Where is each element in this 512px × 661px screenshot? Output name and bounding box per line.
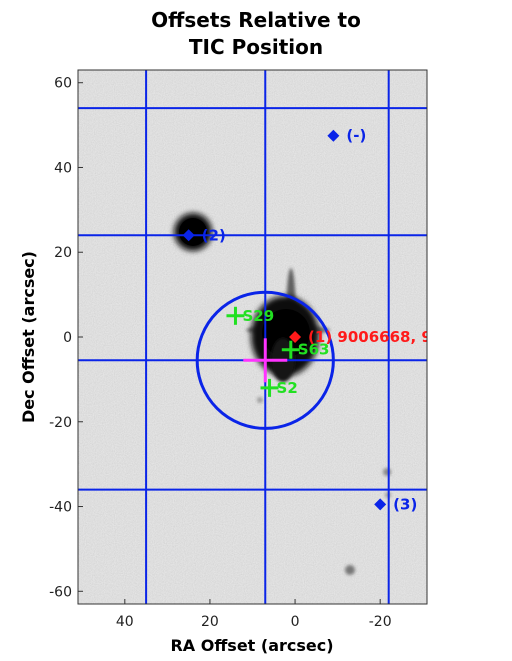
companion-star bbox=[174, 213, 212, 251]
catalog-source-label-1: (2) bbox=[202, 226, 226, 244]
catalog-source-label-3: (1) 9006668, 9.927 bbox=[308, 328, 469, 346]
catalog-source-marker-2 bbox=[374, 498, 387, 511]
y-axis-label: Dec Offset (arcsec) bbox=[19, 251, 38, 423]
y-tick-label-4: -20 bbox=[49, 415, 72, 431]
centroid-label-1: S63 bbox=[298, 341, 330, 359]
x-tick-label-2: 0 bbox=[291, 614, 300, 630]
y-tick-label-2: 20 bbox=[54, 245, 72, 261]
y-tick-label-5: -40 bbox=[49, 500, 72, 516]
y-tick-label-1: 40 bbox=[54, 160, 72, 176]
x-axis-label: RA Offset (arcsec) bbox=[170, 636, 333, 655]
catalog-source-marker-1 bbox=[182, 229, 195, 242]
plot-area: S29 S63 S2 (-) (2) (3) (1) 9006668, 9.927 bbox=[78, 70, 469, 604]
overlay-layer: S29 S63 S2 (-) (2) (3) (1) 9006668, 9.927 bbox=[78, 70, 469, 604]
y-tick-label-3: 0 bbox=[63, 330, 72, 346]
y-tick-label-6: -60 bbox=[49, 584, 72, 600]
catalog-source-label-0: (-) bbox=[346, 127, 366, 145]
centroid-label-2: S2 bbox=[277, 379, 298, 397]
catalog-source-label-2: (3) bbox=[393, 495, 417, 513]
x-tick-label-0: 40 bbox=[116, 614, 134, 630]
chart-title-line-1: Offsets Relative to bbox=[151, 8, 361, 32]
x-tick-label-1: 20 bbox=[201, 614, 219, 630]
y-tick-label-0: 60 bbox=[54, 76, 72, 92]
centroid-label-0: S29 bbox=[242, 307, 274, 325]
position-circle bbox=[195, 290, 335, 430]
catalog-source-marker-0 bbox=[327, 129, 340, 142]
x-axis-ticks: 40 20 0 -20 bbox=[116, 599, 392, 630]
chart-title-line-2: TIC Position bbox=[189, 35, 323, 59]
catalog-source-marker-3 bbox=[289, 331, 302, 343]
y-axis-ticks: 60 40 20 0 -20 -40 -60 bbox=[49, 76, 83, 600]
x-tick-label-3: -20 bbox=[369, 614, 392, 630]
